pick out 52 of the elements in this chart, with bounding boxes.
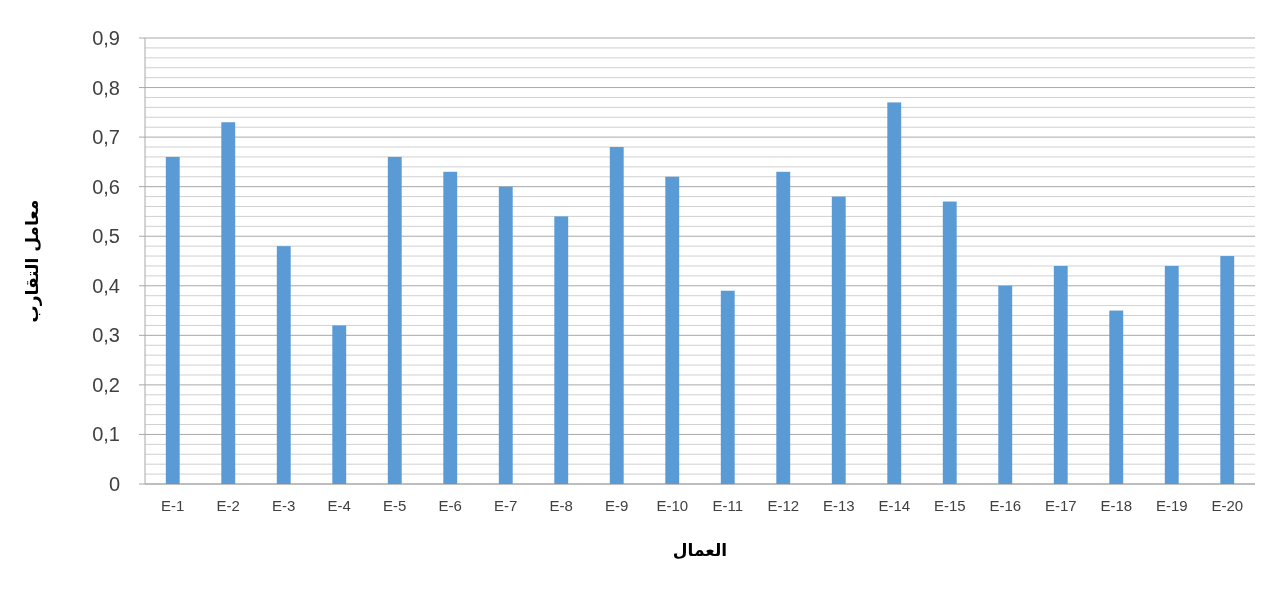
x-tick-label: E-1 [161, 497, 185, 514]
bar [942, 201, 957, 484]
bar [332, 325, 347, 484]
x-tick-label: E-9 [605, 497, 629, 514]
x-tick-label: E-16 [989, 497, 1022, 514]
x-tick-label: E-11 [712, 497, 744, 514]
x-tick-label: E-7 [494, 497, 518, 514]
bar [554, 216, 569, 484]
y-tick-label: 0,5 [92, 225, 120, 248]
bar [221, 122, 236, 484]
bar [498, 186, 513, 484]
y-tick-label: 0,6 [92, 175, 120, 198]
x-tick-label: E-18 [1100, 497, 1133, 514]
y-tick-label: 0 [108, 473, 120, 495]
x-tick-label: E-6 [438, 497, 462, 514]
bar [609, 147, 624, 484]
bar [831, 196, 846, 484]
bar [387, 156, 402, 484]
bar [720, 290, 735, 484]
bar [276, 246, 291, 484]
bar [165, 156, 180, 484]
y-tick-label: 0,3 [92, 324, 120, 347]
y-tick-label: 0,7 [92, 126, 120, 149]
x-tick-label: E-3 [272, 497, 296, 514]
x-tick-label: E-14 [878, 497, 911, 514]
x-tick-label: E-2 [216, 497, 240, 514]
x-tick-label: E-20 [1211, 497, 1244, 514]
y-tick-label: 0,1 [92, 423, 120, 446]
x-tick-label: E-19 [1155, 497, 1188, 514]
bar [887, 102, 902, 484]
x-tick-label: E-15 [933, 497, 966, 514]
y-tick-label: 0,2 [92, 373, 120, 396]
bar [1053, 265, 1068, 484]
bar [998, 285, 1013, 484]
bar [776, 171, 791, 484]
x-tick-label: E-17 [1044, 497, 1077, 514]
bar [665, 176, 680, 484]
bar [443, 171, 458, 484]
x-tick-label: E-10 [656, 497, 689, 514]
bar [1109, 310, 1124, 484]
y-tick-label: 0,9 [92, 27, 120, 49]
x-axis-title: العمال [672, 540, 728, 560]
y-axis-title: معامل التقارب [22, 199, 42, 323]
bar [1220, 256, 1235, 484]
x-tick-label: E-5 [383, 497, 407, 514]
y-tick-label: 0,8 [92, 76, 120, 99]
bar [1164, 265, 1179, 484]
x-tick-label: E-12 [767, 497, 800, 514]
x-tick-label: E-8 [549, 497, 573, 514]
y-tick-label: 0,4 [92, 274, 120, 297]
x-tick-label: E-4 [327, 497, 351, 514]
x-tick-label: E-13 [822, 497, 855, 514]
